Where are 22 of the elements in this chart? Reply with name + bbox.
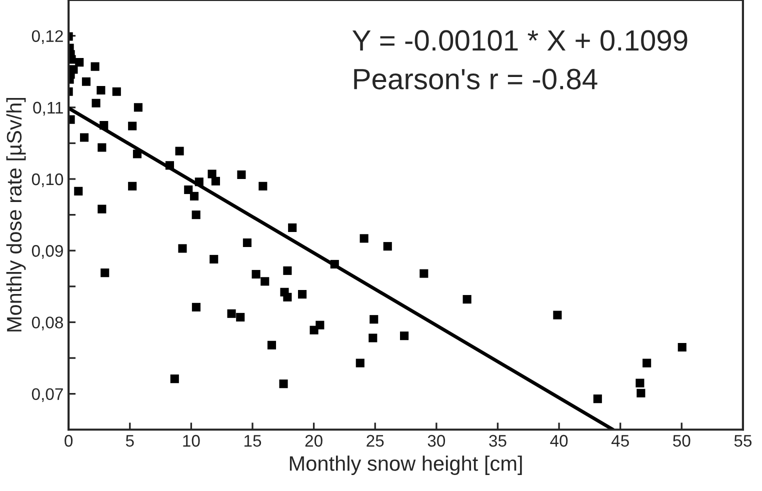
x-tick-label: 20 [305, 434, 322, 447]
x-tick-label: 35 [489, 434, 506, 447]
annotation: Y = -0.00101 * X + 0.1099 [352, 30, 688, 51]
y-tick-label: 0,09 [32, 245, 63, 259]
y-axis-title: Monthly dose rate [µSv/h] [6, 98, 26, 332]
y-tick-label: 0,11 [33, 102, 63, 116]
x-axis-title: Monthly snow height [cm] [290, 456, 522, 475]
x-tick-label: 10 [183, 434, 200, 447]
annotation: Pearson's r = -0.84 [354, 68, 598, 90]
y-tick-label: 0,12 [32, 30, 63, 44]
x-tick-label: 15 [244, 435, 262, 447]
y-tick-label: 0,08 [32, 316, 63, 330]
x-tick-label: 50 [673, 434, 690, 447]
x-tick-label: 40 [550, 434, 568, 447]
y-tick-label: 0,10 [32, 173, 64, 188]
y-tick-label: 0,07 [32, 388, 63, 402]
x-tick-label: 25 [366, 434, 384, 447]
x-tick-label: 0 [64, 434, 73, 447]
x-tick-label: 30 [428, 434, 446, 447]
x-tick-label: 5 [126, 435, 134, 447]
x-tick-label: 45 [611, 435, 629, 447]
x-tick-label: 55 [734, 435, 752, 447]
